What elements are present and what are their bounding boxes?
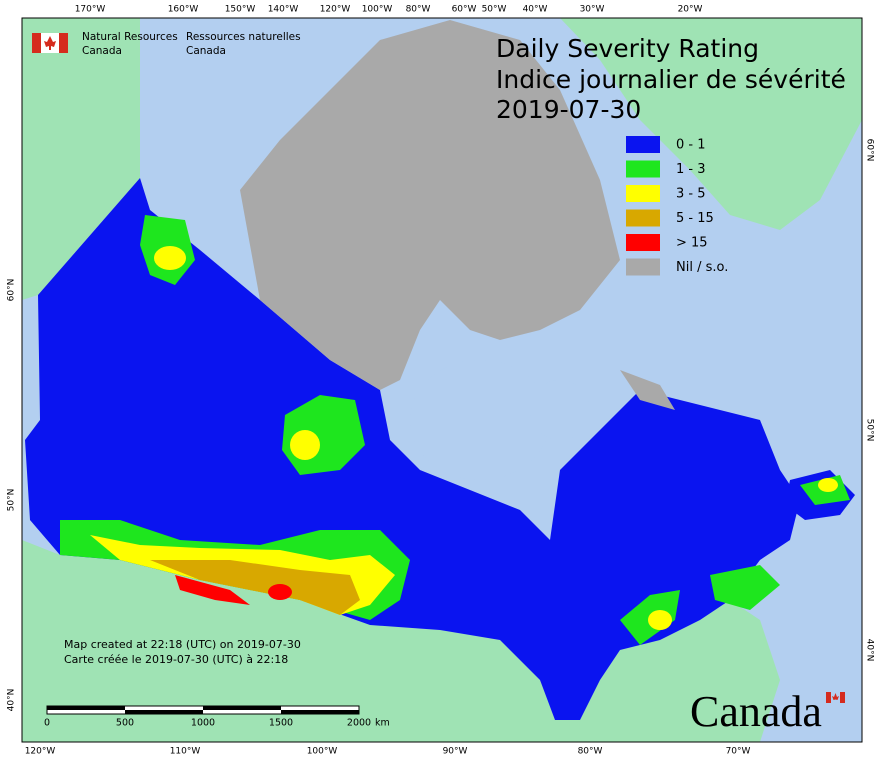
longitude-label: 140°W: [268, 5, 299, 15]
graticule-labels: 170°W 160°W 150°W 140°W 120°W 100°W 80°W 60°W 50…: [7, 5, 875, 757]
longitude-label: 80°W: [578, 747, 603, 757]
legend-label: 5 - 15: [676, 211, 714, 226]
created-en: Map created at 22:18 (UTC) on 2019-07-30: [64, 638, 301, 651]
scale-unit: km: [375, 718, 390, 729]
scale-segment: [203, 706, 281, 710]
patch-yellow: [154, 246, 186, 270]
created-fr: Carte créée le 2019-07-30 (UTC) à 22:18: [64, 653, 288, 666]
longitude-label: 40°W: [523, 5, 548, 15]
patch-red: [175, 575, 250, 605]
latitude-label: 50°N: [7, 489, 17, 512]
agency-en: Natural Resources: [82, 31, 178, 43]
longitude-label: 170°W: [75, 5, 106, 15]
latitude-label: 60°N: [865, 139, 875, 162]
scale-label: 500: [116, 718, 134, 729]
patch-yellow: [818, 478, 838, 492]
longitude-label: 110°W: [170, 747, 201, 757]
title: Indice journalier de sévérité: [496, 65, 846, 94]
longitude-label: 120°W: [25, 747, 56, 757]
labrador-nil: [620, 370, 675, 410]
longitude-label: 80°W: [406, 5, 431, 15]
agency-fr: Ressources naturelles: [186, 31, 301, 43]
scale-label: 1500: [269, 718, 293, 729]
james-bay: [530, 380, 590, 440]
longitude-label: 100°W: [307, 747, 338, 757]
legend: 0 - 1 1 - 3 3 - 5 5 - 15 > 15 Nil / s.o.: [626, 136, 728, 276]
patch-orange: [150, 560, 360, 615]
agency-en: Canada: [82, 45, 122, 57]
greenland: [560, 18, 862, 230]
legend-swatch: [626, 258, 660, 276]
longitude-label: 120°W: [320, 5, 351, 15]
longitude-label: 160°W: [168, 5, 199, 15]
longitude-label: 20°W: [678, 5, 703, 15]
nrcan-signature: Natural Resources Canada Ressources natu…: [32, 31, 301, 57]
maple-leaf: [44, 36, 56, 50]
legend-swatch: [626, 160, 660, 178]
arctic-nil: [240, 20, 620, 390]
longitude-label: 150°W: [225, 5, 256, 15]
latitude-label: 50°N: [865, 419, 875, 442]
longitude-label: 60°W: [452, 5, 477, 15]
flag-bar: [826, 692, 831, 703]
legend-label: Nil / s.o.: [676, 260, 728, 275]
scale-segment: [47, 706, 125, 710]
legend-label: > 15: [676, 236, 708, 251]
scale-bar: km 0 500 1000 1500 2000: [44, 705, 390, 729]
alaska: [22, 18, 140, 300]
flag-bar: [32, 33, 41, 53]
hudson-bay: [410, 360, 550, 480]
legend-label: 1 - 3: [676, 162, 706, 177]
scale-segment: [281, 710, 359, 714]
latitude-label: 40°N: [865, 639, 875, 662]
legend-label: 0 - 1: [676, 138, 706, 153]
canada-dsr-0-1: [25, 178, 800, 720]
longitude-label: 70°W: [726, 747, 751, 757]
agency-fr: Canada: [186, 45, 226, 57]
flag-bar: [840, 692, 845, 703]
legend-label: 3 - 5: [676, 187, 706, 202]
latitude-label: 60°N: [7, 279, 17, 302]
scale-label: 2000: [347, 718, 371, 729]
wordmark: Canada: [690, 687, 822, 736]
patch-green: [710, 565, 780, 610]
title-date: 2019-07-30: [496, 95, 641, 124]
latitude-label: 40°N: [7, 689, 17, 712]
maple-leaf: [832, 693, 839, 700]
patch-yellow: [648, 610, 672, 630]
patch-yellow: [290, 430, 320, 460]
flag-bar: [59, 33, 68, 53]
map-frame: [21, 17, 863, 743]
title: Daily Severity Rating: [496, 34, 759, 63]
longitude-label: 100°W: [362, 5, 393, 15]
patch-red: [268, 584, 292, 600]
longitude-label: 90°W: [443, 747, 468, 757]
legend-swatch: [626, 234, 660, 251]
scale-label: 0: [44, 718, 50, 729]
legend-swatch: [626, 136, 660, 153]
longitude-label: 50°W: [482, 5, 507, 15]
canada-wordmark: Canada: [690, 687, 845, 736]
legend-swatch: [626, 185, 660, 202]
scale-label: 1000: [191, 718, 215, 729]
scale-segment: [125, 710, 203, 714]
legend-swatch: [626, 209, 660, 227]
frame-border: [21, 17, 863, 743]
longitude-label: 30°W: [580, 5, 605, 15]
